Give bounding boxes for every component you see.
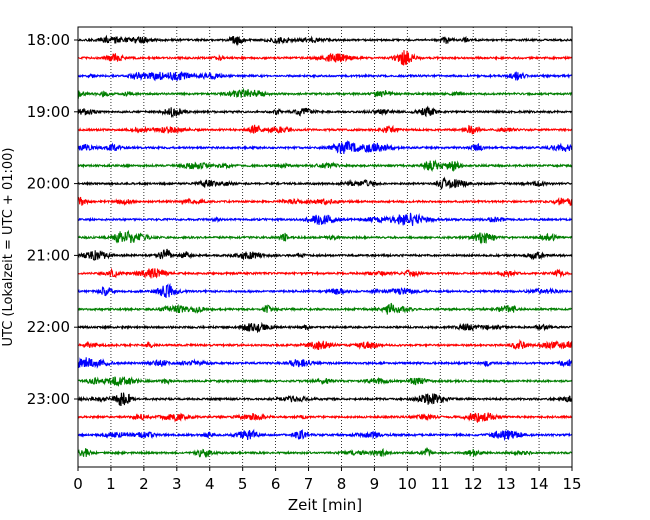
grid (110, 27, 540, 467)
trace-line (77, 159, 573, 172)
y-tick-label: 21:00 (27, 246, 70, 264)
x-tick-label: 9 (370, 475, 380, 493)
trace-line (77, 302, 572, 315)
x-tick-label: 15 (562, 475, 581, 493)
trace-line (77, 229, 573, 245)
x-tick-label: 12 (464, 475, 483, 493)
trace-line (77, 212, 573, 226)
trace-line (77, 392, 573, 407)
trace-line (77, 376, 573, 387)
x-tick-label: 6 (271, 475, 281, 493)
trace-line (77, 50, 573, 66)
y-axis-label: UTC (Lokalzeit = UTC + 01:00) (1, 148, 16, 347)
x-tick-label: 3 (172, 475, 182, 493)
y-tick-label: 20:00 (27, 175, 70, 193)
trace-line (78, 124, 573, 135)
trace-line (77, 196, 573, 207)
plot-frame (77, 26, 573, 468)
x-tick-label: 4 (205, 475, 215, 493)
y-tick-label: 18:00 (27, 31, 70, 49)
y-tick-label: 23:00 (27, 390, 70, 408)
x-tick-label: 8 (337, 475, 347, 493)
traces (77, 34, 573, 458)
x-tick-label: 10 (398, 475, 417, 493)
x-tick-label: 11 (431, 475, 450, 493)
trace-line (77, 248, 573, 261)
y-tick-label: 19:00 (27, 103, 70, 121)
trace-line (77, 176, 573, 190)
x-axis-label: Zeit [min] (288, 496, 362, 514)
trace-line (77, 140, 573, 154)
plot-area (78, 27, 572, 467)
trace-line (77, 338, 573, 351)
trace-line (77, 87, 573, 100)
trace-line (78, 267, 573, 279)
x-tick-label: 1 (106, 475, 116, 493)
y-axis: 18:00 19:00 20:00 21:00 22:00 23:00 (27, 31, 78, 408)
trace-line (77, 357, 573, 369)
y-tick-label: 22:00 (27, 318, 70, 336)
x-axis: 0 1 2 3 4 5 6 7 8 9 10 11 12 13 14 15 (73, 467, 582, 493)
x-tick-label: 5 (238, 475, 248, 493)
x-tick-label: 13 (497, 475, 516, 493)
trace-line (77, 282, 573, 299)
trace-line (77, 321, 573, 334)
trace-line (77, 71, 573, 82)
trace-line (77, 428, 573, 442)
x-tick-label: 0 (73, 475, 83, 493)
x-tick-label: 2 (139, 475, 149, 493)
x-tick-label: 14 (530, 475, 549, 493)
trace-line (77, 34, 573, 47)
trace-line (77, 412, 573, 424)
trace-line (77, 446, 573, 458)
x-tick-label: 7 (304, 475, 314, 493)
trace-line (77, 105, 573, 119)
